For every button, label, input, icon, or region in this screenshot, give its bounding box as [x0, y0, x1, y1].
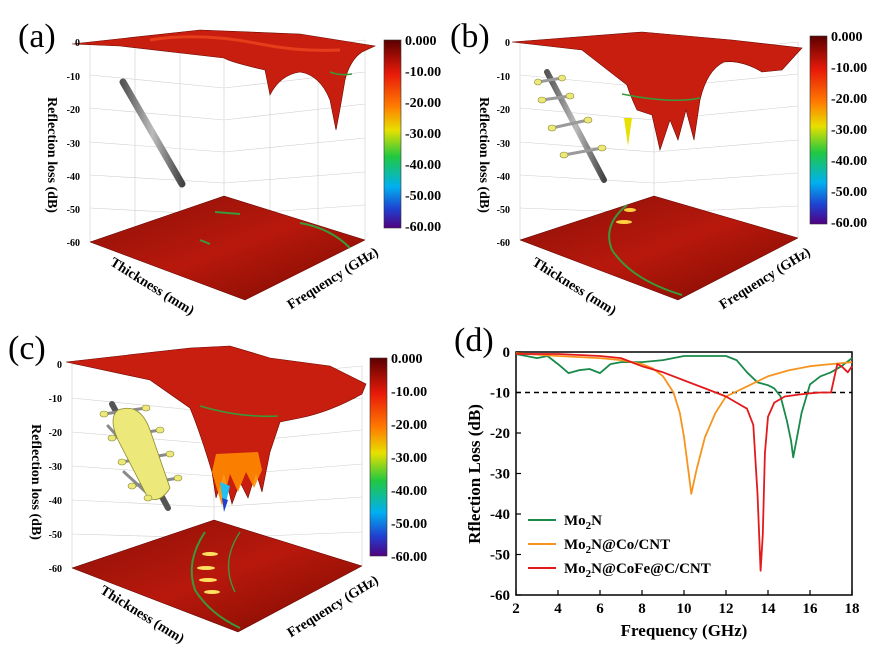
colorbar-label: -30.00: [831, 123, 867, 138]
legend-entry: Mo2N@Co/CNT: [564, 537, 670, 556]
y-tick-label: -20: [490, 426, 510, 442]
wall-grid: [89, 39, 366, 242]
floor-heatmap: [519, 195, 799, 301]
ztick: -50: [67, 205, 80, 216]
panel-b: 0 -10 -20 -30 -40 -50 -60 Reflection los…: [442, 0, 884, 320]
colorbar: [369, 357, 388, 557]
ztick: -20: [49, 428, 62, 439]
colorbar-label: -20.00: [405, 96, 441, 111]
series-line: [515, 353, 853, 459]
z-ticks: 0 -10 -20 -30 -40 -50 -60: [67, 38, 80, 249]
ztick: -10: [497, 72, 510, 83]
panel-d: 2 4 6 8 10 12 14 16 18 0 -10 -20 -30 -40 -50 -60 Freque…: [442, 322, 884, 656]
x-tick-label: 18: [845, 601, 860, 617]
ztick: -10: [67, 72, 80, 83]
x-tick-label: 16: [803, 601, 819, 617]
panel-c-plot: 0 -10 -20 -30 -40 -50 -60 Reflection los…: [28, 345, 427, 647]
x-tick-label: 8: [638, 601, 646, 617]
colorbar-label: -10.00: [405, 65, 441, 80]
colorbar-label: -10.00: [391, 385, 427, 400]
colorbar-label: 0.000: [391, 352, 423, 367]
x-tick-label: 6: [596, 601, 604, 617]
colorbar-label: -40.00: [831, 154, 867, 169]
ztick: -40: [497, 172, 510, 183]
y-tick-label: -60: [490, 588, 510, 604]
x-tick-label: 12: [719, 601, 734, 617]
ztick: 0: [505, 38, 510, 49]
colorbar-label: -60.00: [831, 216, 867, 231]
legend-entry: Mo2N@CoFe@C/CNT: [564, 561, 711, 580]
panel-label: (b): [450, 18, 490, 55]
colorbar-label: -40.00: [391, 484, 427, 499]
panel-a: 0 -10 -20 -30 -40 -50 -60 Reflection los…: [0, 0, 442, 320]
x-tick-label: 10: [677, 601, 692, 617]
colorbar: [383, 39, 402, 229]
x-tick-label: 2: [512, 601, 520, 617]
ztick: -20: [497, 105, 510, 116]
colorbar-ticks: 0.000 -10.00 -20.00 -30.00 -40.00 -50.00…: [405, 34, 441, 235]
z-axis-label: Reflection loss (dB): [28, 424, 43, 540]
panel-label: (c): [8, 330, 46, 367]
ztick: 0: [75, 38, 80, 49]
panel-a-plot: 0 -10 -20 -30 -40 -50 -60 Reflection los…: [44, 29, 441, 319]
y-tick-label: -30: [490, 467, 510, 483]
legend-entry: Mo2N: [564, 513, 602, 532]
colorbar-label: -20.00: [831, 92, 867, 107]
legend: Mo2N Mo2N@Co/CNT Mo2N@CoFe@C/CNT: [528, 513, 711, 580]
rl-surface: [65, 345, 367, 506]
ztick: -10: [49, 394, 62, 405]
ztick: -60: [49, 564, 62, 575]
y-tick-label: 0: [503, 345, 511, 361]
floor-contour: [299, 222, 351, 249]
y-tick-label: -10: [490, 386, 510, 402]
colorbar-label: 0.000: [831, 30, 863, 45]
rl-surface: [71, 29, 377, 131]
x-axis-label: Frequency (GHz): [621, 621, 748, 640]
colorbar-label: -10.00: [831, 61, 867, 76]
panel-label: (d): [454, 322, 494, 359]
ztick: -60: [497, 238, 510, 249]
floor-heatmap: [71, 519, 363, 633]
z-axis-label: Reflection loss (dB): [44, 97, 59, 213]
colorbar-label: -30.00: [405, 127, 441, 142]
panel-b-plot: 0 -10 -20 -30 -40 -50 -60 Reflection los…: [476, 30, 867, 319]
colorbar-label: -50.00: [405, 189, 441, 204]
cnt-rod-illustration: [534, 69, 607, 183]
colorbar-label: -50.00: [391, 517, 427, 532]
colorbar-label: -40.00: [405, 158, 441, 173]
z-axis-label: Reflection loss (dB): [476, 97, 491, 213]
x-tick-label: 4: [554, 601, 562, 617]
ztick: -50: [497, 205, 510, 216]
ztick: -40: [49, 496, 62, 507]
plot-frame: [515, 351, 853, 596]
colorbar-label: -50.00: [831, 185, 867, 200]
x-tick-label: 14: [761, 601, 777, 617]
colorbar-label: -20.00: [391, 418, 427, 433]
cnt-rod-illustration: [99, 401, 183, 511]
rl-surface: [511, 31, 803, 152]
floor-heatmap: [89, 195, 366, 301]
ztick: -50: [49, 530, 62, 541]
y-tick-label: -40: [490, 507, 510, 523]
colorbar-label: -30.00: [391, 451, 427, 466]
colorbar-label: 0.000: [405, 34, 437, 49]
panel-d-chart: 2 4 6 8 10 12 14 16 18 0 -10 -20 -30 -40 -50 -60 Freque…: [465, 345, 860, 640]
panel-c: 0 -10 -20 -30 -40 -50 -60 Reflection los…: [0, 322, 442, 656]
series-line: [515, 352, 853, 495]
ztick: -30: [497, 139, 510, 150]
ztick: -60: [67, 238, 80, 249]
series-line: [516, 353, 853, 572]
colorbar-label: -60.00: [405, 220, 441, 235]
y-tick-label: -50: [490, 548, 510, 564]
ztick: -20: [67, 105, 80, 116]
ztick: -30: [67, 139, 80, 150]
panel-label: (a): [18, 18, 56, 55]
y-axis-label: Rflection Loss (dB): [465, 404, 484, 544]
ztick: 0: [57, 360, 62, 371]
ztick: -40: [67, 172, 80, 183]
cnt-rod-illustration: [119, 78, 186, 188]
colorbar-label: -60.00: [391, 550, 427, 565]
ztick: -30: [49, 462, 62, 473]
colorbar: [809, 35, 828, 225]
